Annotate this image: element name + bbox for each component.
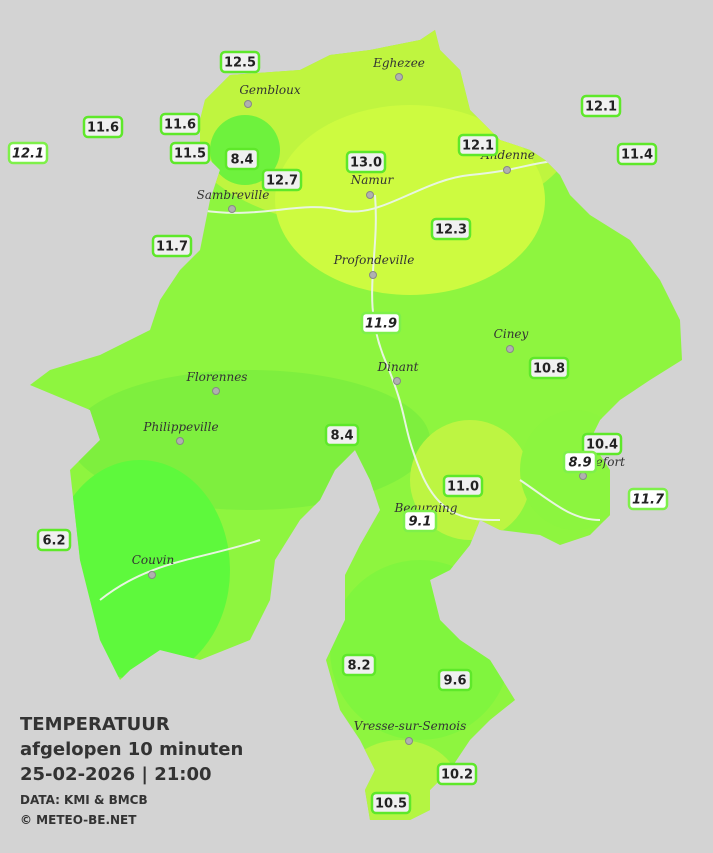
station-box (360, 311, 402, 335)
station-box (528, 356, 570, 380)
city-name: Profondeville (333, 253, 415, 267)
station-box (457, 133, 499, 157)
station-box (151, 234, 193, 258)
city-name: Florennes (186, 370, 248, 384)
station-box (341, 653, 377, 677)
station-box (442, 474, 484, 498)
station-value: 12.7 (266, 174, 298, 189)
station-box (345, 150, 387, 174)
station-value: 11.0 (447, 480, 479, 495)
city-dot (393, 377, 401, 385)
station-value: 12.5 (224, 56, 256, 71)
station-value: 6.2 (42, 534, 65, 549)
station-box (224, 147, 260, 171)
city-dot (395, 73, 403, 81)
station-value: 11.4 (621, 148, 653, 163)
station-box (430, 217, 472, 241)
station-value: 9.6 (443, 674, 466, 689)
legend-title: TEMPERATUUR (20, 714, 170, 735)
station-box (36, 528, 72, 552)
station-value: 10.2 (441, 768, 473, 783)
station-box (159, 112, 201, 136)
station-box (581, 432, 623, 456)
station-value: 11.6 (164, 118, 196, 133)
station-value: 10.8 (533, 362, 565, 377)
station-box (169, 141, 211, 165)
station-box (324, 423, 360, 447)
station-value: 11.9 (365, 317, 397, 332)
city-name: Namur (350, 173, 395, 187)
city-dot (244, 100, 252, 108)
station-box (437, 668, 473, 692)
station-value: 13.0 (350, 156, 382, 171)
city-name: Vresse-sur-Semois (354, 719, 467, 733)
city-dot (503, 166, 511, 174)
station-box (370, 791, 412, 815)
legend-subtitle: afgelopen 10 minuten (20, 739, 243, 760)
station-box (82, 115, 124, 139)
station-value: 11.6 (87, 121, 119, 136)
station-value: 12.1 (462, 139, 494, 154)
city-dot (176, 437, 184, 445)
city-dot (506, 345, 514, 353)
city-dot (369, 271, 377, 279)
station-box (580, 94, 622, 118)
city-name: Gembloux (239, 83, 301, 97)
station-box (219, 50, 261, 74)
city-dot (228, 205, 236, 213)
legend-datetime: 25-02-2026 | 21:00 (20, 764, 212, 785)
city-dot (212, 387, 220, 395)
station-box (402, 509, 438, 533)
station-value: 10.5 (375, 797, 407, 812)
city-name: Ciney (494, 327, 529, 341)
city-name: Philippeville (142, 420, 218, 434)
station-value: 9.1 (408, 515, 431, 530)
station-value: 10.4 (586, 438, 618, 453)
station-box (627, 487, 669, 511)
city-dot (366, 191, 374, 199)
city-name: Sambreville (197, 188, 270, 202)
city-dot (579, 472, 587, 480)
legend-copyright: © METEO-BE.NET (20, 813, 137, 827)
station-value: 11.5 (174, 147, 206, 162)
station-value: 8.4 (230, 153, 253, 168)
station-value: 8.2 (347, 659, 370, 674)
station-box (562, 450, 598, 474)
city-name: Couvin (132, 553, 174, 567)
station-value: 12.1 (585, 100, 617, 115)
station-value: 11.7 (632, 493, 665, 508)
station-value: 12.1 (12, 147, 44, 162)
station-box (616, 142, 658, 166)
legend-source: DATA: KMI & BMCB (20, 793, 148, 807)
station-value: 12.3 (435, 223, 467, 238)
station-value: 11.7 (156, 240, 188, 255)
city-dot (405, 737, 413, 745)
station-value: 8.9 (568, 456, 591, 471)
city-dot (148, 571, 156, 579)
city-name: Dinant (377, 360, 419, 374)
station-box (7, 141, 49, 165)
station-value: 8.4 (330, 429, 353, 444)
station-box (261, 168, 303, 192)
station-box (436, 762, 478, 786)
city-name: Eghezee (372, 56, 425, 70)
